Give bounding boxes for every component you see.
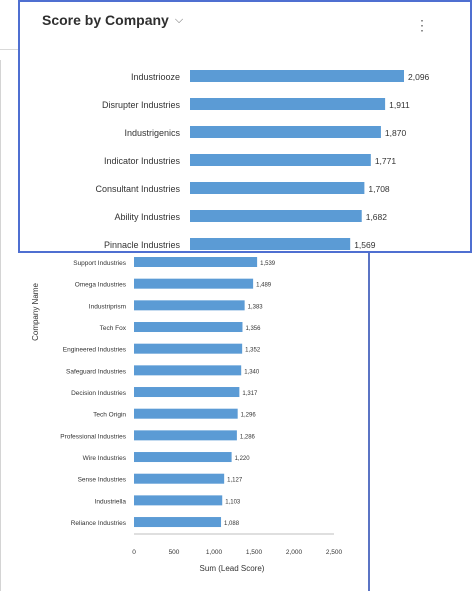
category-label: Support Industries: [73, 260, 127, 267]
bar: [134, 387, 240, 398]
card-title-dropdown[interactable]: Score by Company ⌵: [42, 12, 183, 28]
bar: [190, 98, 386, 110]
bar: [134, 517, 222, 528]
bar: [134, 322, 243, 333]
bar: [134, 365, 242, 376]
y-axis-title: Company Name: [31, 283, 40, 341]
bar: [134, 430, 237, 441]
value-label: 1,088: [224, 521, 240, 527]
value-label: 2,096: [408, 72, 430, 82]
x-axis-title: Sum (Lead Score): [200, 564, 265, 573]
bar: [134, 343, 243, 354]
category-label: Tech Fox: [100, 325, 127, 332]
category-label: Wire Industries: [83, 455, 127, 462]
category-label: Consultant Industries: [95, 184, 180, 194]
value-label: 1,286: [240, 434, 256, 440]
value-label: 1,296: [241, 413, 257, 419]
value-label: 1,220: [235, 456, 251, 462]
category-label: Industriooze: [131, 72, 180, 82]
category-label: Industrigenics: [124, 128, 180, 138]
bar: [190, 126, 381, 138]
card-title: Score by Company: [42, 12, 169, 28]
x-tick-label: 500: [169, 549, 180, 556]
category-label: Indicator Industries: [104, 156, 181, 166]
x-tick-label: 2,500: [326, 549, 343, 556]
front-bar-chart: Industriooze 2,096 Disrupter Industries 1,9…: [95, 70, 430, 250]
value-label: 1,352: [245, 348, 261, 354]
x-tick-label: 2,000: [286, 549, 303, 556]
category-label: Industriella: [95, 498, 127, 505]
bar: [134, 473, 225, 484]
bar: [190, 154, 371, 166]
bar: [134, 408, 238, 419]
value-label: 1,569: [354, 240, 376, 250]
bar: [134, 278, 254, 289]
value-label: 1,127: [227, 478, 243, 484]
panel-divider: [0, 49, 18, 50]
category-label: Pinnacle Industries: [104, 240, 181, 250]
bar: [190, 238, 351, 250]
category-label: Professional Industries: [60, 433, 127, 440]
bar: [134, 257, 258, 267]
value-label: 1,340: [244, 369, 260, 375]
x-tick-label: 1,500: [246, 549, 263, 556]
category-label: Disrupter Industries: [102, 100, 181, 110]
value-label: 1,771: [375, 156, 397, 166]
panel-edge: [0, 60, 1, 591]
back-bar-chart: Support Industries 1,539 Omega Industries 1…: [31, 257, 343, 573]
value-label: 1,317: [242, 391, 258, 397]
bar: [134, 495, 223, 506]
chevron-down-icon[interactable]: ⌵: [174, 13, 184, 26]
bar: [134, 300, 245, 311]
value-label: 1,708: [368, 184, 390, 194]
value-label: 1,103: [225, 499, 241, 505]
value-label: 1,489: [256, 283, 272, 289]
value-label: 1,356: [245, 326, 261, 332]
value-label: 1,682: [366, 212, 388, 222]
bar: [190, 70, 404, 82]
category-label: Decision Industries: [71, 390, 127, 397]
value-label: 1,870: [385, 128, 407, 138]
category-label: Engineered Industries: [63, 347, 127, 354]
category-label: Industriprism: [89, 303, 126, 310]
category-label: Safeguard Industries: [66, 368, 127, 375]
x-tick-label: 0: [132, 549, 136, 556]
score-by-company-card: Score by Company ⌵ ⋮ ✕ Industriooze2,096…: [18, 0, 472, 253]
category-label: Sense Industries: [78, 477, 127, 484]
bar: [190, 210, 362, 222]
category-label: Omega Industries: [75, 282, 127, 289]
x-tick-label: 1,000: [206, 549, 223, 556]
bar: [134, 452, 232, 463]
category-label: Ability Industries: [114, 212, 180, 222]
value-label: 1,911: [389, 100, 410, 110]
value-label: 1,539: [260, 261, 276, 267]
bar: [190, 182, 365, 194]
category-label: Reliance Industries: [71, 520, 127, 527]
value-label: 1,383: [248, 304, 264, 310]
category-label: Tech Origin: [93, 412, 126, 419]
